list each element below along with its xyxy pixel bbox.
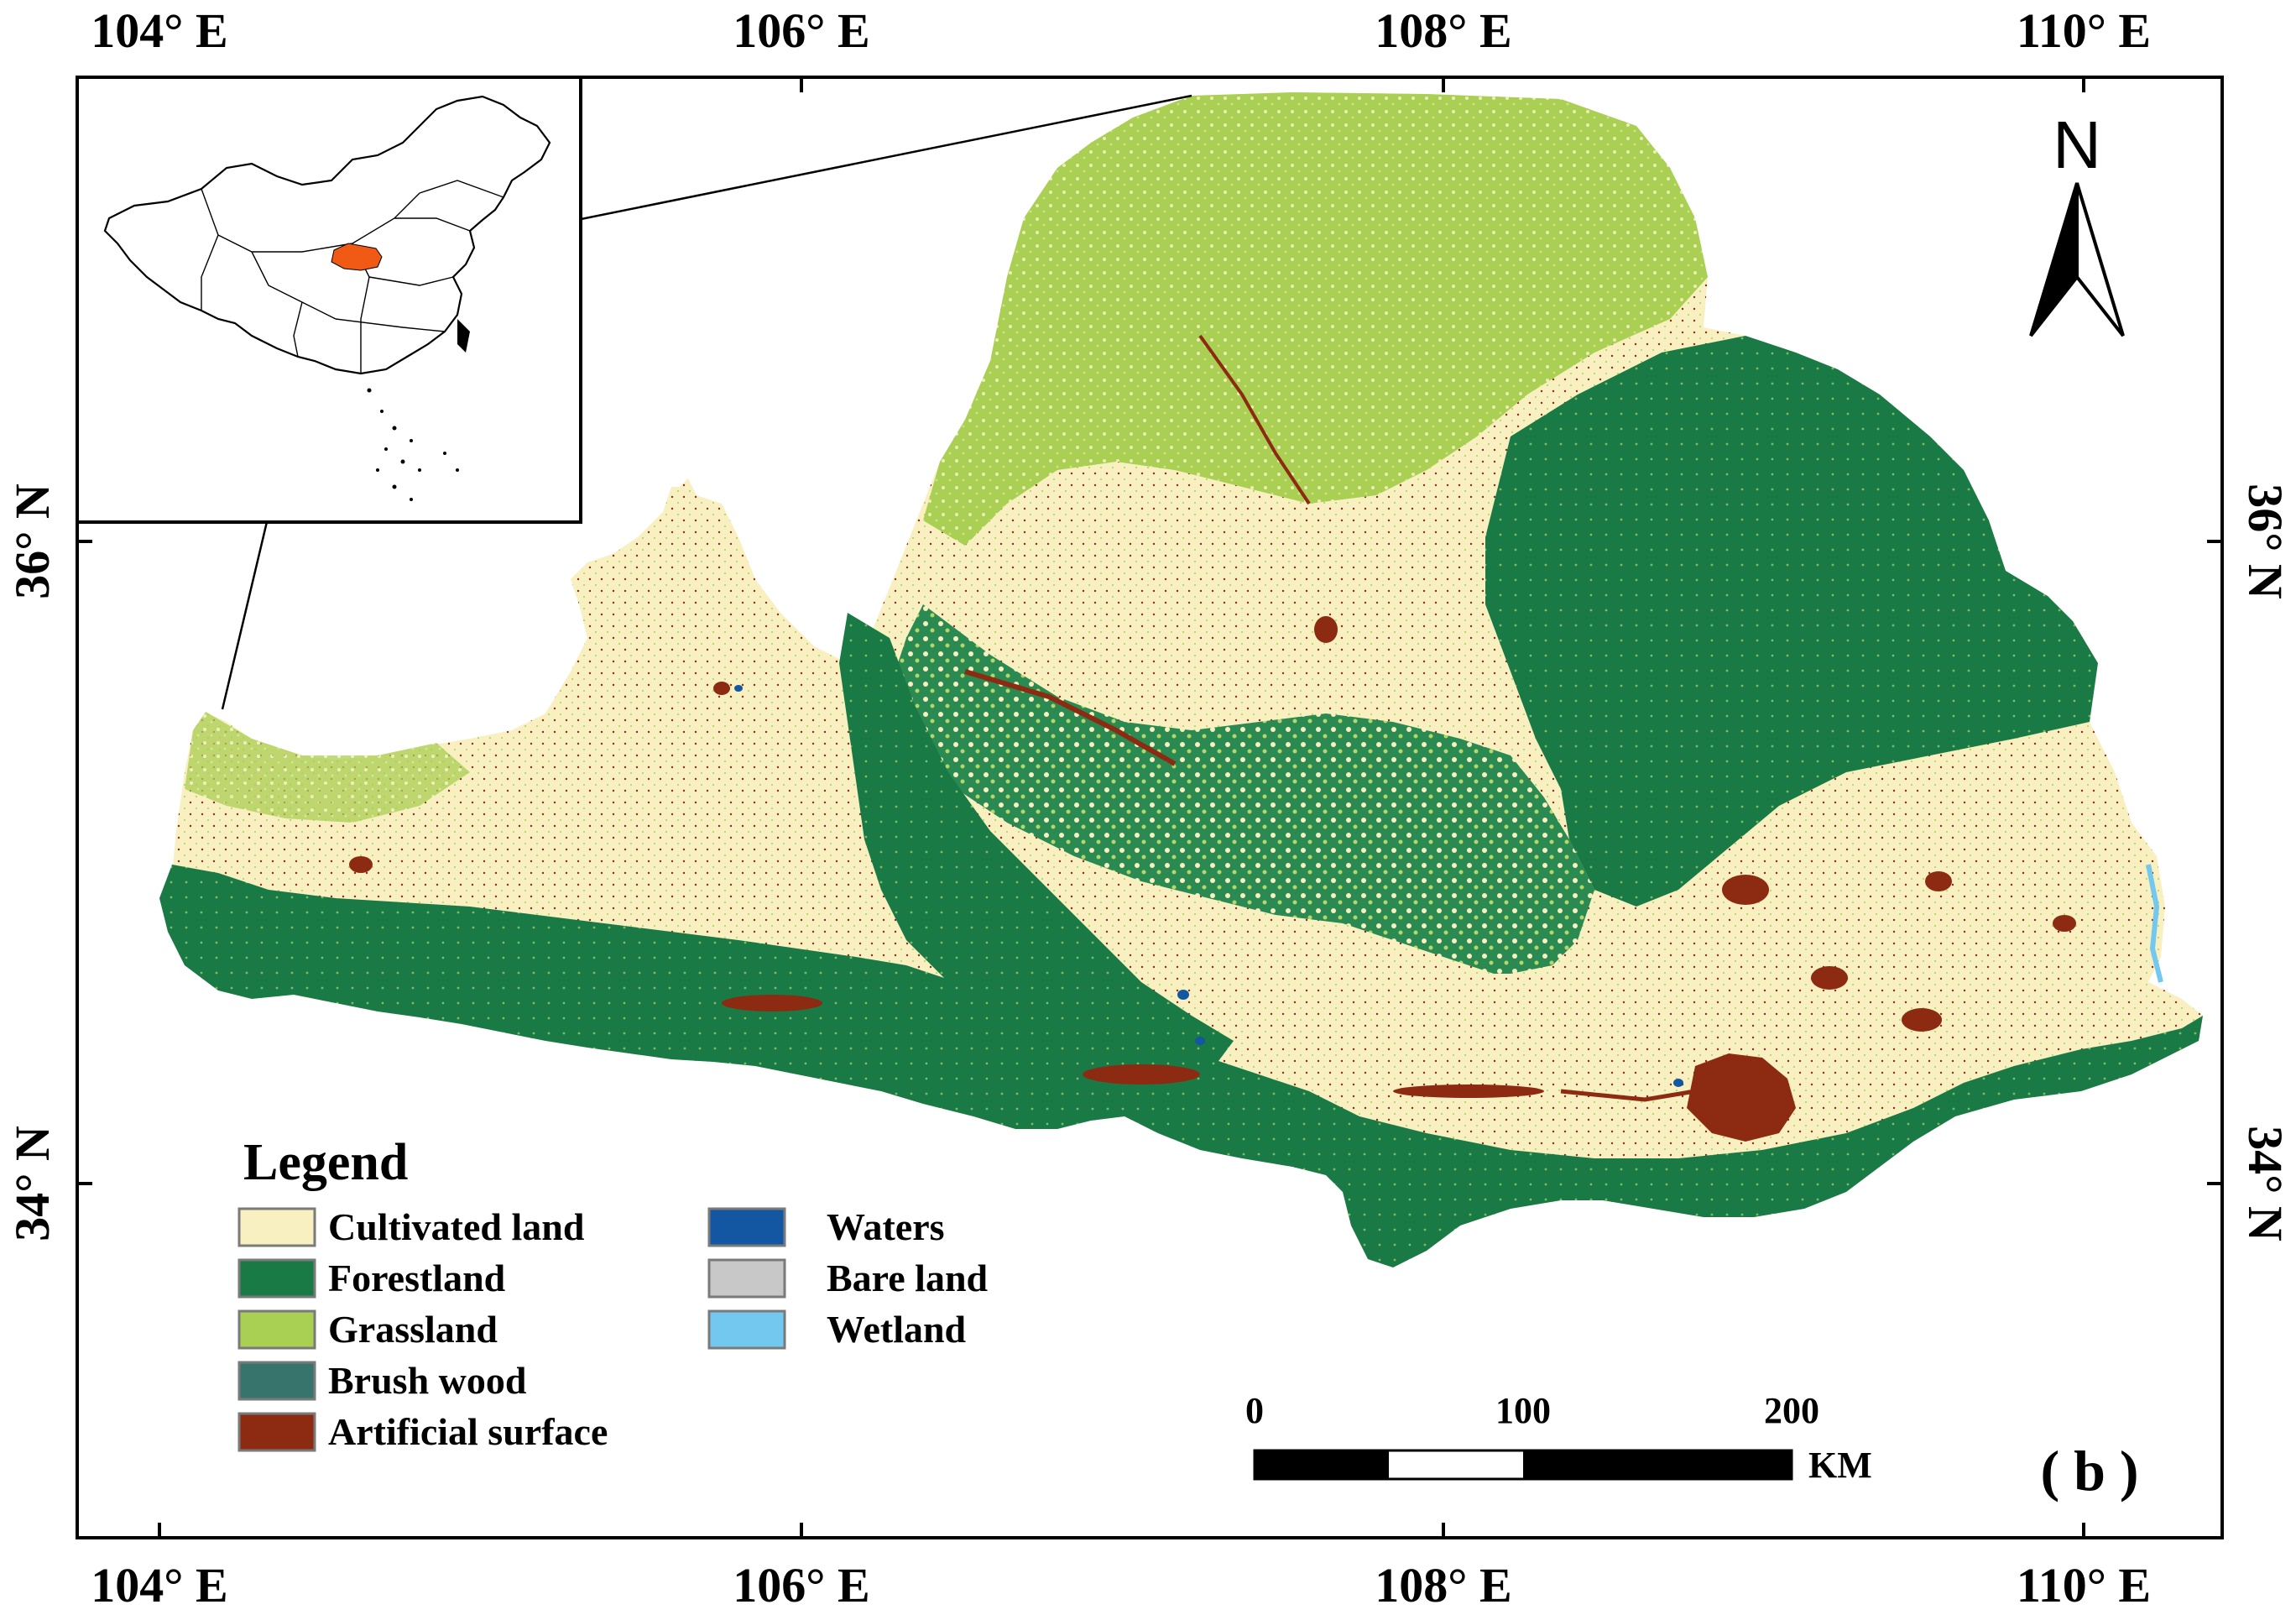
wetland-strip bbox=[2146, 864, 2163, 983]
legend-title: Legend bbox=[243, 1134, 408, 1191]
scale-bar-segment bbox=[1255, 1450, 1389, 1479]
top-lon-label: 110° E bbox=[2017, 3, 2151, 58]
waters-patches bbox=[734, 685, 1683, 1087]
legend-swatch bbox=[237, 1412, 316, 1452]
map-frame bbox=[76, 76, 2224, 1539]
right-lat-label: 34° N bbox=[2238, 1126, 2293, 1241]
legend-label: Artificial surface bbox=[328, 1410, 608, 1453]
forest-diagonal-band bbox=[839, 613, 1234, 1074]
legend-items: Cultivated land Forestland Grassland Brush … bbox=[237, 1205, 989, 1453]
legend-label: Brush wood bbox=[328, 1359, 527, 1402]
north-label: N bbox=[2053, 107, 2101, 182]
left-lat-label: 36° N bbox=[5, 483, 60, 599]
study-area-landuse bbox=[159, 92, 2203, 1267]
legend-swatch bbox=[237, 1309, 316, 1350]
bottom-lon-label: 104° E bbox=[91, 1558, 227, 1612]
bottom-lon-label: 106° E bbox=[733, 1558, 869, 1612]
inset-study-area-highlight bbox=[331, 243, 383, 271]
left-lat-label: 34° N bbox=[5, 1126, 60, 1241]
scale-tick-label: 100 bbox=[1495, 1390, 1551, 1431]
legend-label: Waters bbox=[827, 1205, 945, 1248]
right-latitude-labels: 36° N 34° N bbox=[2238, 483, 2293, 1241]
top-lon-label: 106° E bbox=[733, 3, 869, 58]
artificial-surface-patches bbox=[349, 334, 2076, 1142]
scale-bar: 0 100 200 KM bbox=[1245, 1390, 1872, 1486]
north-arrow-icon: N bbox=[2029, 107, 2125, 337]
scale-tick-label: 200 bbox=[1764, 1390, 1819, 1431]
china-outline-icon bbox=[103, 95, 551, 375]
bottom-longitude-labels: 104° E 106° E 108° E 110° E bbox=[91, 1558, 2151, 1612]
inset-islands bbox=[367, 319, 470, 501]
bottom-lon-label: 108° E bbox=[1375, 1558, 1511, 1612]
panel-label: ( b ) bbox=[2040, 1439, 2138, 1503]
top-lon-label: 108° E bbox=[1375, 3, 1511, 58]
forest-qinling-south bbox=[159, 865, 2203, 1267]
legend-label: Cultivated land bbox=[328, 1205, 585, 1248]
legend-label: Forestland bbox=[328, 1257, 506, 1299]
scale-unit: KM bbox=[1808, 1445, 1872, 1486]
right-lat-label: 36° N bbox=[2238, 483, 2293, 599]
inset-map bbox=[76, 76, 582, 524]
legend-label: Bare land bbox=[827, 1257, 989, 1299]
bottom-lon-label: 110° E bbox=[2017, 1558, 2151, 1612]
legend-swatch bbox=[237, 1361, 316, 1401]
left-latitude-labels: 36° N 34° N bbox=[5, 483, 60, 1241]
xian-urban-area bbox=[1687, 1053, 1796, 1142]
grassland-west bbox=[185, 712, 470, 823]
scale-bar-segment bbox=[1389, 1461, 1523, 1469]
legend-swatch bbox=[707, 1309, 786, 1350]
top-lon-label: 104° E bbox=[91, 3, 227, 58]
top-longitude-labels: 104° E 106° E 108° E 110° E bbox=[91, 3, 2151, 58]
legend-label: Wetland bbox=[827, 1308, 967, 1351]
forest-east bbox=[1485, 336, 2098, 907]
grassland-north bbox=[923, 92, 1708, 546]
legend-swatch bbox=[707, 1258, 786, 1299]
legend-swatch bbox=[237, 1258, 316, 1299]
guanzhong-plain bbox=[1242, 873, 2157, 1125]
mixed-zone-central bbox=[890, 604, 1594, 974]
legend-label: Grassland bbox=[328, 1308, 498, 1351]
legend-swatch bbox=[707, 1207, 786, 1247]
scale-tick-label: 0 bbox=[1245, 1390, 1264, 1431]
scale-bar-segment bbox=[1523, 1450, 1792, 1479]
legend-swatch bbox=[237, 1207, 316, 1247]
legend: Legend Cultivated land Forestland Grasslan… bbox=[237, 1134, 989, 1453]
